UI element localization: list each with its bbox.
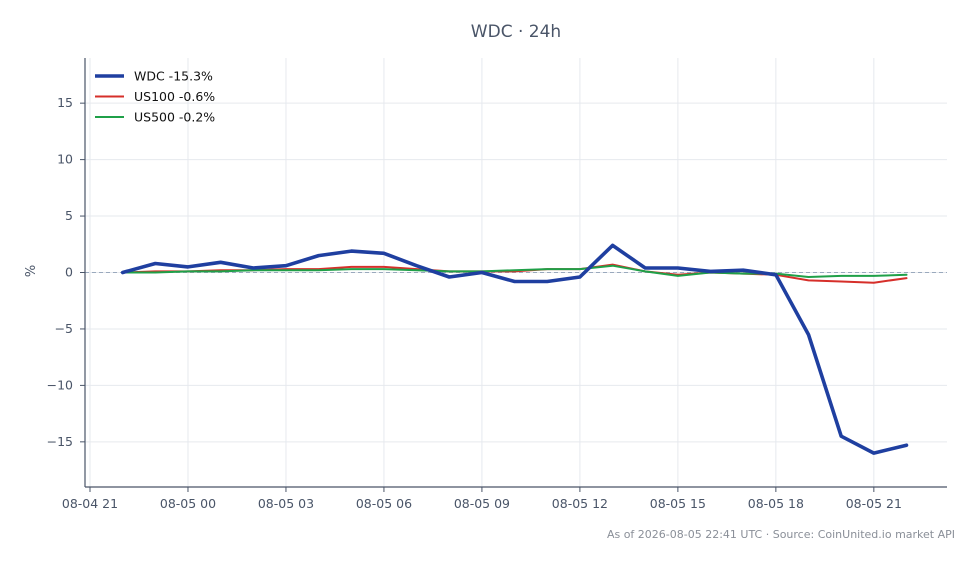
legend-label-wdc: WDC -15.3% [134,69,213,84]
source-footer: As of 2026-08-05 22:41 UTC · Source: Coi… [607,528,955,541]
x-axis-ticks: 08-04 21 08-05 00 08-05 03 08-05 06 08-05 09… [62,487,902,511]
y-tick-label: −10 [47,377,73,392]
x-tick-label: 08-05 18 [748,496,804,511]
y-axis-ticks: 15 10 5 0 −5 −10 −15 [47,95,85,449]
y-tick-label: −5 [55,321,73,336]
chart-title: WDC · 24h [471,22,561,42]
y-axis-label: % [24,265,39,277]
y-tick-label: 10 [57,152,73,167]
x-tick-label: 08-05 15 [650,496,706,511]
x-tick-label: 08-05 21 [846,496,902,511]
y-tick-label: 5 [65,208,73,223]
legend-label-us500: US500 -0.2% [134,110,215,125]
x-tick-label: 08-05 06 [356,496,412,511]
x-tick-label: 08-04 21 [62,496,118,511]
y-tick-label: −15 [47,434,73,449]
y-tick-label: 15 [57,95,73,110]
grid [85,58,947,487]
legend-label-us100: US100 -0.6% [134,89,215,104]
x-tick-label: 08-05 00 [160,496,216,511]
y-tick-label: 0 [65,265,73,280]
series-lines [120,243,909,455]
series-line-wdc [120,243,909,455]
x-tick-label: 08-05 03 [258,496,314,511]
x-tick-label: 08-05 12 [552,496,608,511]
legend: WDC -15.3% US100 -0.6% US500 -0.2% [95,69,215,125]
x-tick-label: 08-05 09 [454,496,510,511]
